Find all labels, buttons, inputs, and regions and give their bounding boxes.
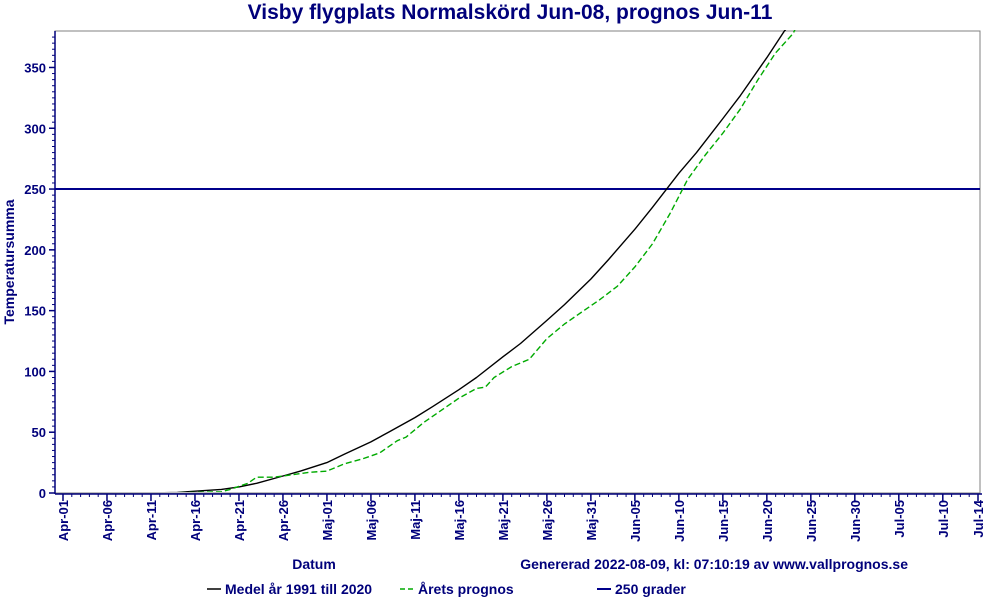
x-tick-label: Jun-15 bbox=[716, 500, 731, 542]
x-tick-label: Apr-21 bbox=[232, 500, 247, 541]
x-tick-label: Apr-01 bbox=[56, 500, 71, 541]
x-tick-label: Apr-26 bbox=[276, 500, 291, 541]
chart-title: Visby flygplats Normalskörd Jun-08, prog… bbox=[247, 1, 773, 24]
x-axis: Apr-01 Apr-06 Apr-11 Apr-16 Apr-21 Apr-26 Maj-… bbox=[56, 494, 986, 542]
y-axis-title: Temperatursumma bbox=[1, 199, 17, 324]
x-tick-label: Jun-10 bbox=[672, 500, 687, 542]
x-tick-label: Maj-21 bbox=[496, 500, 511, 540]
x-tick-label: Jun-20 bbox=[760, 500, 775, 542]
x-tick-label: Apr-16 bbox=[188, 500, 203, 541]
legend-label-threshold: 250 grader bbox=[615, 581, 686, 597]
series-line-medel bbox=[164, 30, 787, 492]
y-tick-label: 150 bbox=[24, 304, 46, 319]
x-tick-label: Maj-26 bbox=[540, 500, 555, 540]
y-tick-label: 200 bbox=[24, 243, 46, 258]
plot-frame bbox=[54, 30, 981, 494]
x-tick-label: Jun-05 bbox=[628, 500, 643, 542]
y-tick-label: 50 bbox=[32, 425, 46, 440]
x-tick-label: Jun-25 bbox=[804, 500, 819, 542]
x-tick-label: Maj-11 bbox=[408, 500, 423, 540]
y-tick-label: 350 bbox=[24, 60, 46, 75]
series-layer bbox=[55, 30, 980, 492]
y-axis: 0 50 100 150 200 250 300 350 bbox=[24, 36, 55, 501]
legend: Medel år 1991 till 2020 Årets prognos 25… bbox=[207, 581, 686, 597]
x-tick-label: Apr-06 bbox=[100, 500, 115, 541]
x-tick-label: Jun-30 bbox=[848, 500, 863, 542]
x-tick-label: Maj-01 bbox=[320, 500, 335, 540]
x-tick-label: Jul-05 bbox=[892, 500, 907, 538]
y-tick-label: 300 bbox=[24, 121, 46, 136]
x-axis-title: Datum bbox=[292, 556, 336, 572]
x-tick-label: Maj-06 bbox=[364, 500, 379, 540]
y-tick-label: 100 bbox=[24, 364, 46, 379]
series-line-prognos bbox=[172, 30, 796, 492]
generated-note: Genererad 2022-08-09, kl: 07:10:19 av ww… bbox=[520, 556, 908, 572]
y-tick-label: 0 bbox=[39, 486, 46, 501]
x-tick-label: Maj-16 bbox=[452, 500, 467, 540]
x-tick-label: Apr-11 bbox=[144, 500, 159, 540]
y-tick-label: 250 bbox=[24, 182, 46, 197]
x-tick-label: Maj-31 bbox=[584, 500, 599, 540]
x-tick-label: Jul-10 bbox=[936, 500, 951, 538]
legend-label-prognos: Årets prognos bbox=[418, 581, 514, 597]
x-tick-label: Jul-14 bbox=[971, 499, 986, 537]
legend-label-medel: Medel år 1991 till 2020 bbox=[225, 581, 372, 597]
